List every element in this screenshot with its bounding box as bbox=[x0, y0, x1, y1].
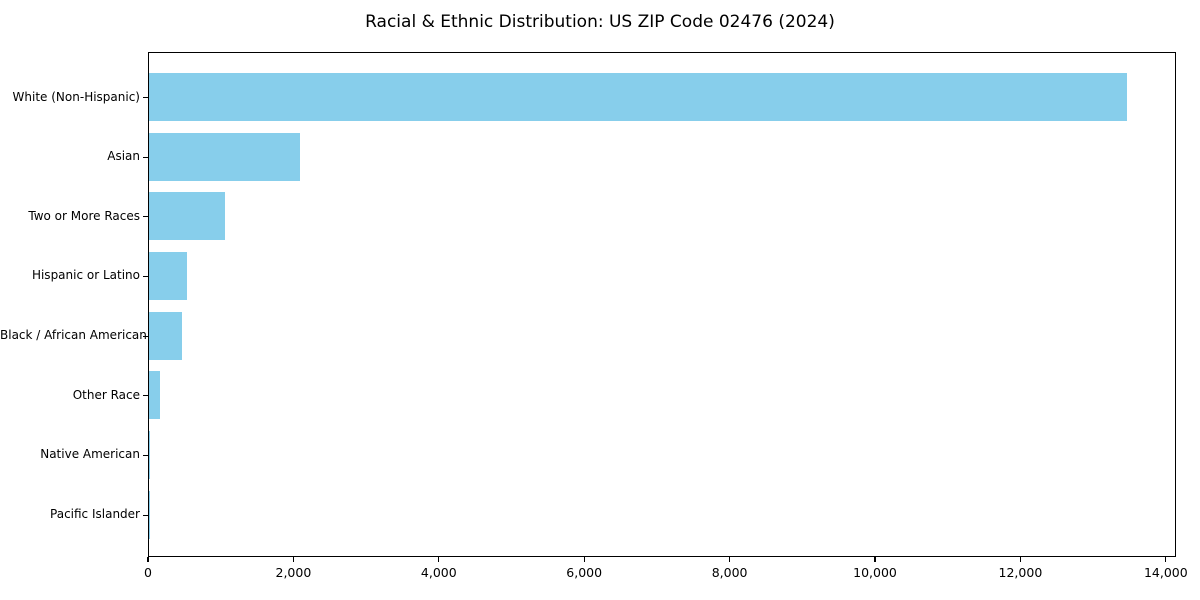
x-axis-tick bbox=[874, 557, 876, 562]
bar bbox=[149, 371, 160, 420]
y-axis-tick bbox=[143, 156, 148, 158]
x-axis-tick-label: 12,000 bbox=[998, 565, 1043, 580]
x-axis-tick bbox=[147, 557, 149, 562]
x-axis-tick bbox=[729, 557, 731, 562]
x-axis-tick bbox=[583, 557, 585, 562]
x-axis-tick-label: 10,000 bbox=[853, 565, 897, 580]
plot-area bbox=[148, 52, 1176, 557]
y-axis-tick bbox=[143, 216, 148, 218]
x-axis-tick-label: 0 bbox=[144, 565, 152, 580]
x-axis-tick-label: 4,000 bbox=[420, 565, 457, 580]
x-axis-tick-label: 8,000 bbox=[711, 565, 748, 580]
y-axis-label: Other Race bbox=[72, 387, 140, 402]
bar bbox=[149, 132, 300, 181]
y-axis-tick bbox=[143, 275, 148, 278]
y-axis-label: Black / African American bbox=[0, 328, 147, 343]
y-axis-label: Pacific Islander bbox=[50, 507, 140, 521]
y-axis-tick bbox=[143, 97, 148, 99]
y-axis-label: Two or More Races bbox=[28, 208, 140, 223]
bar bbox=[149, 73, 1127, 121]
bar bbox=[149, 192, 226, 241]
y-axis-tick bbox=[143, 514, 148, 516]
y-axis-tick bbox=[143, 454, 148, 457]
x-axis-tick bbox=[438, 557, 440, 562]
y-axis-tick bbox=[143, 395, 148, 397]
bar bbox=[149, 430, 151, 479]
x-axis-tick bbox=[292, 557, 294, 562]
x-axis-tick-label: 6,000 bbox=[566, 565, 603, 580]
y-axis-tick bbox=[143, 335, 148, 337]
x-axis-tick bbox=[1019, 557, 1021, 562]
bar bbox=[149, 251, 187, 300]
y-axis-label: White (Non-Hispanic) bbox=[12, 89, 140, 104]
y-axis-label: Hispanic or Latino bbox=[31, 268, 140, 283]
x-axis-tick bbox=[1165, 557, 1167, 562]
y-axis-label: Native American bbox=[40, 447, 140, 462]
x-axis-tick-label: 14,000 bbox=[1143, 565, 1188, 580]
chart-title: Racial & Ethnic Distribution: US ZIP Cod… bbox=[365, 12, 835, 32]
x-axis-tick-label: 2,000 bbox=[275, 565, 312, 580]
bar bbox=[149, 311, 182, 360]
y-axis-label: Asian bbox=[107, 149, 140, 164]
